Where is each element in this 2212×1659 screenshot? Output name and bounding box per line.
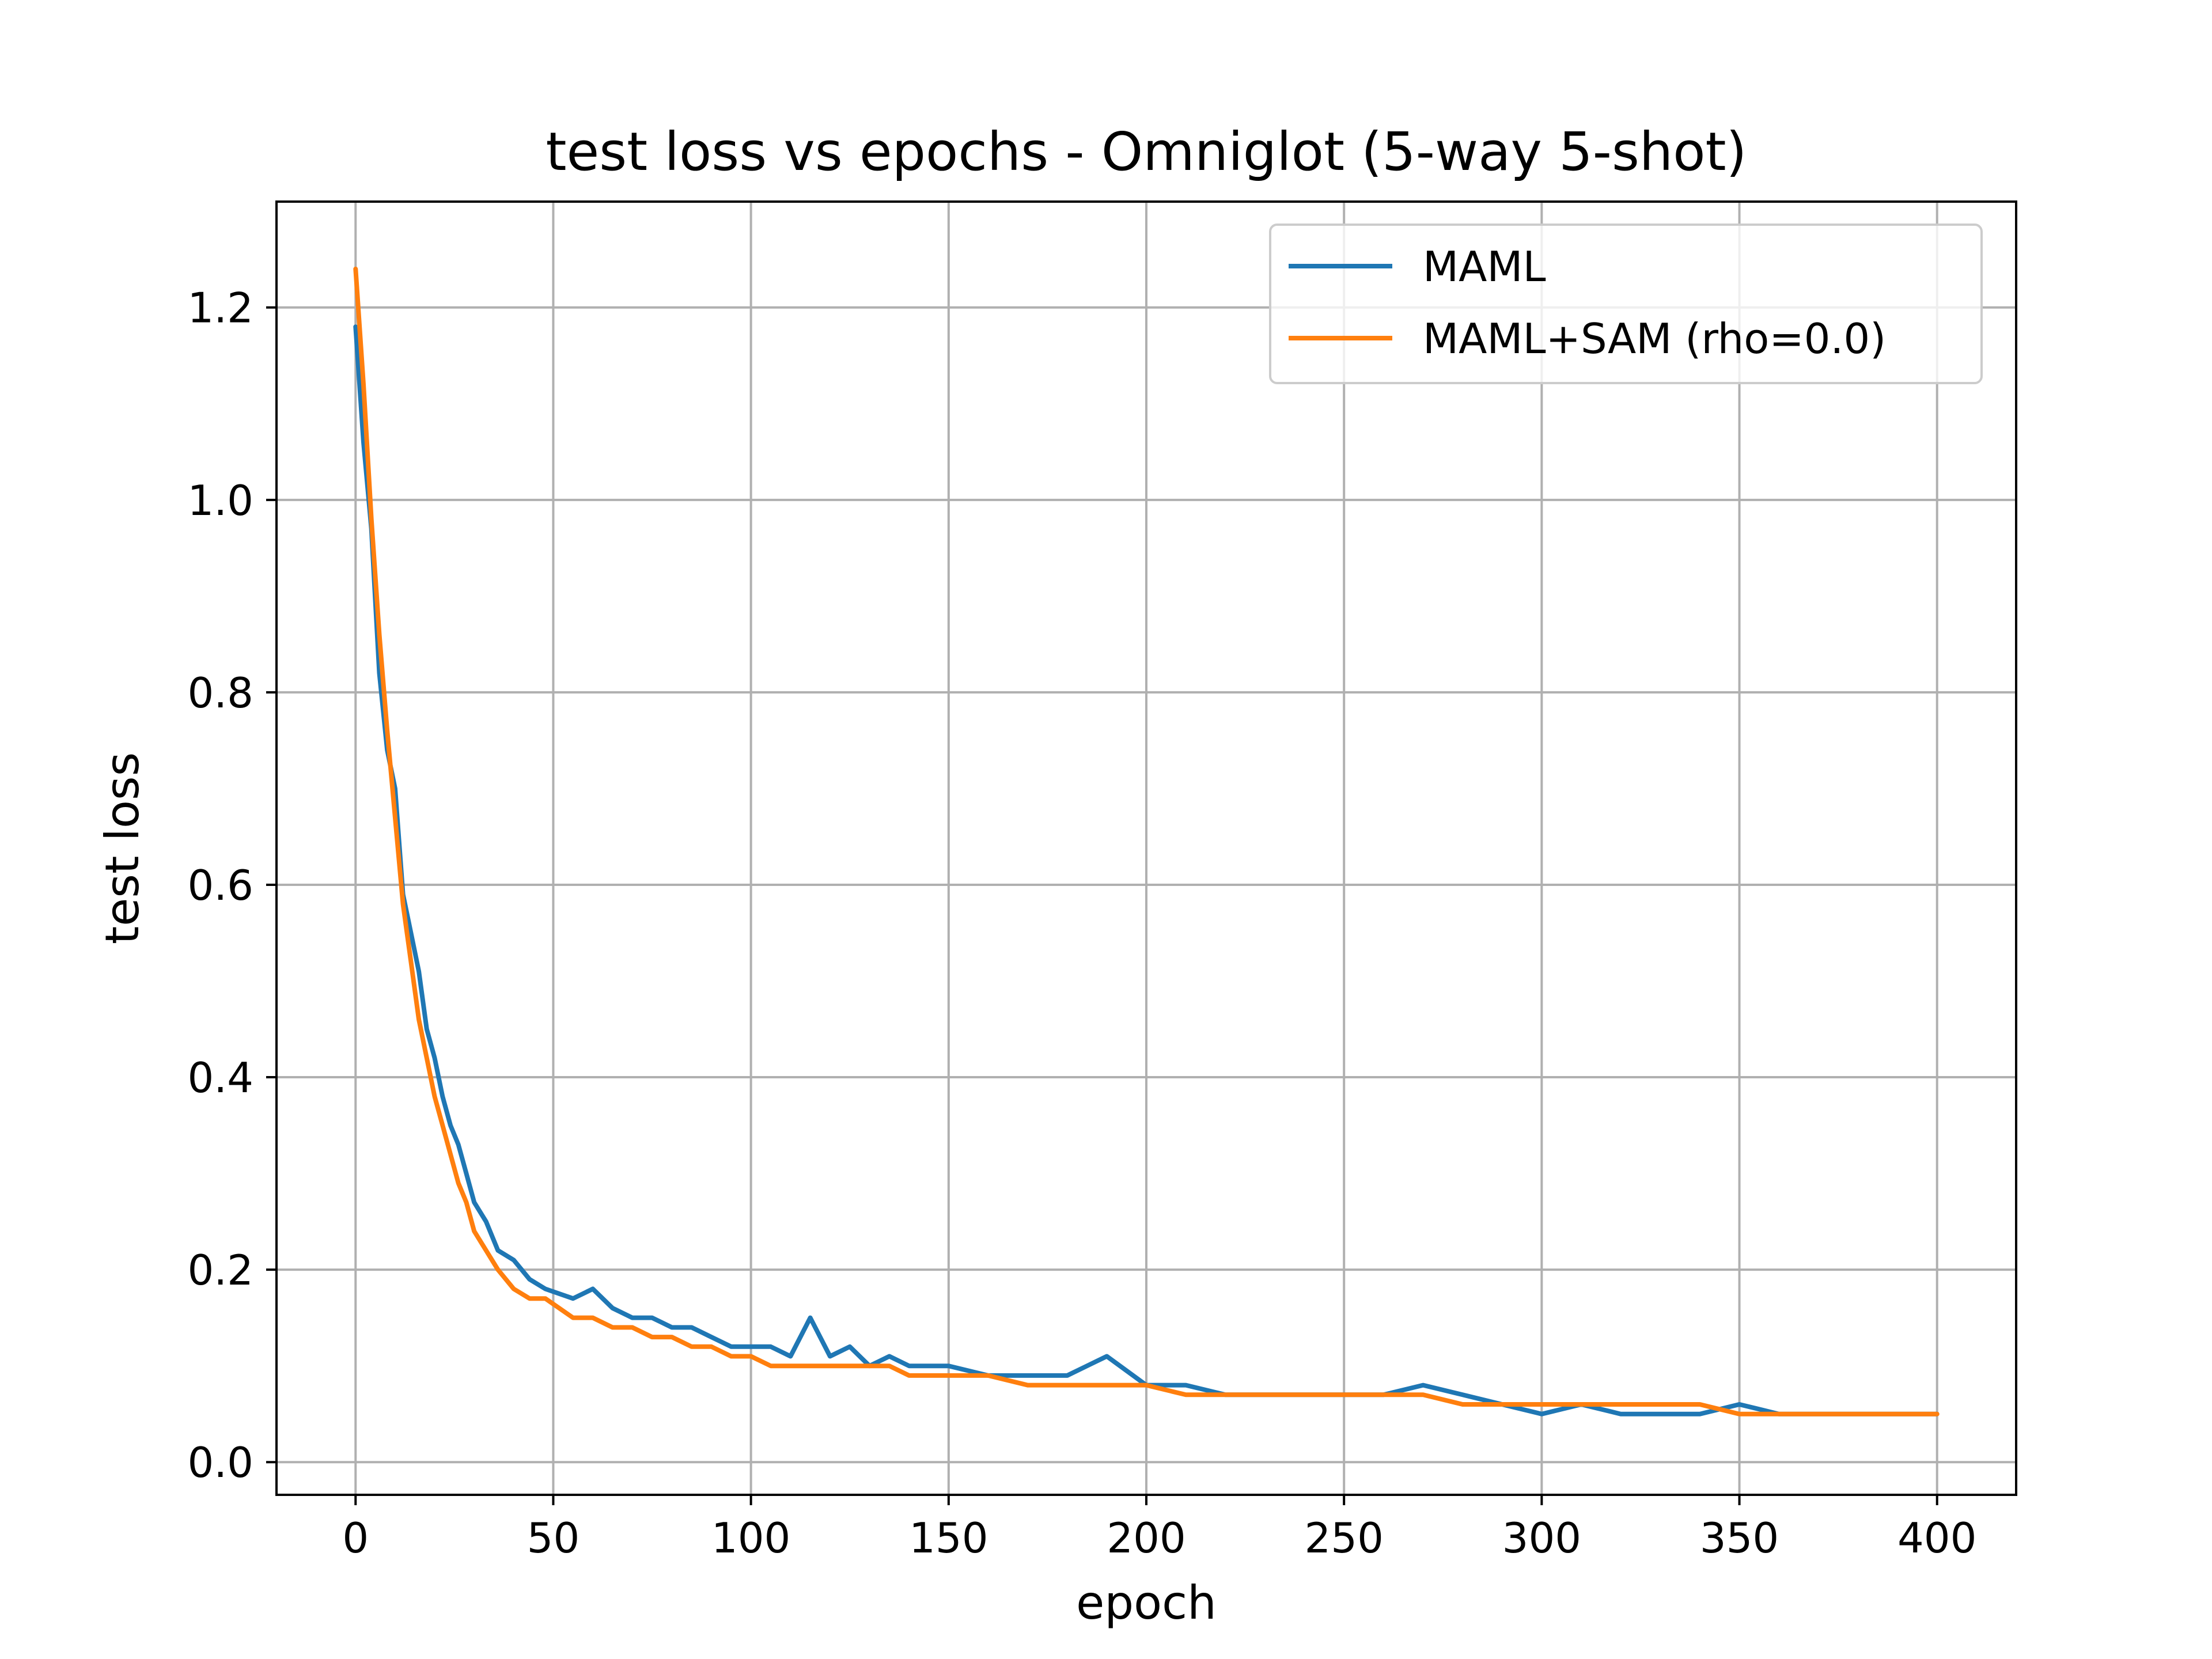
x-tick-label: 150 <box>909 1514 988 1562</box>
x-tick-label: 250 <box>1304 1514 1383 1562</box>
x-axis: 0 50 100 150 200 250 300 350 400 <box>342 1495 1976 1562</box>
grid <box>276 202 2016 1495</box>
y-tick-label: 0.2 <box>187 1246 253 1294</box>
y-axis: 0.0 0.2 0.4 0.6 0.8 1.0 1.2 <box>187 284 276 1487</box>
y-tick-label: 0.0 <box>187 1438 253 1487</box>
x-tick-label: 400 <box>1897 1514 1976 1562</box>
x-tick-label: 50 <box>527 1514 580 1562</box>
x-tick-label: 0 <box>342 1514 369 1562</box>
x-tick-label: 300 <box>1502 1514 1581 1562</box>
y-tick-label: 1.0 <box>187 476 253 525</box>
x-tick-label: 200 <box>1107 1514 1185 1562</box>
y-tick-label: 0.6 <box>187 861 253 910</box>
legend-label-1: MAML+SAM (rho=0.0) <box>1423 315 1886 363</box>
y-tick-label: 1.2 <box>187 284 253 332</box>
x-tick-label: 100 <box>711 1514 790 1562</box>
x-tick-label: 350 <box>1700 1514 1779 1562</box>
x-axis-label: epoch <box>1076 1576 1217 1630</box>
y-tick-label: 0.8 <box>187 669 253 717</box>
series-lines <box>353 266 1940 1416</box>
legend: MAML MAML+SAM (rho=0.0) <box>1269 224 1983 384</box>
legend-label-0: MAML <box>1423 243 1546 291</box>
chart-title: test loss vs epochs - Omniglot (5-way 5-… <box>546 121 1747 183</box>
series-line-1 <box>353 266 1940 1416</box>
y-tick-label: 0.4 <box>187 1054 253 1102</box>
y-axis-label: test loss <box>96 752 149 945</box>
legend-box <box>1269 224 1983 384</box>
